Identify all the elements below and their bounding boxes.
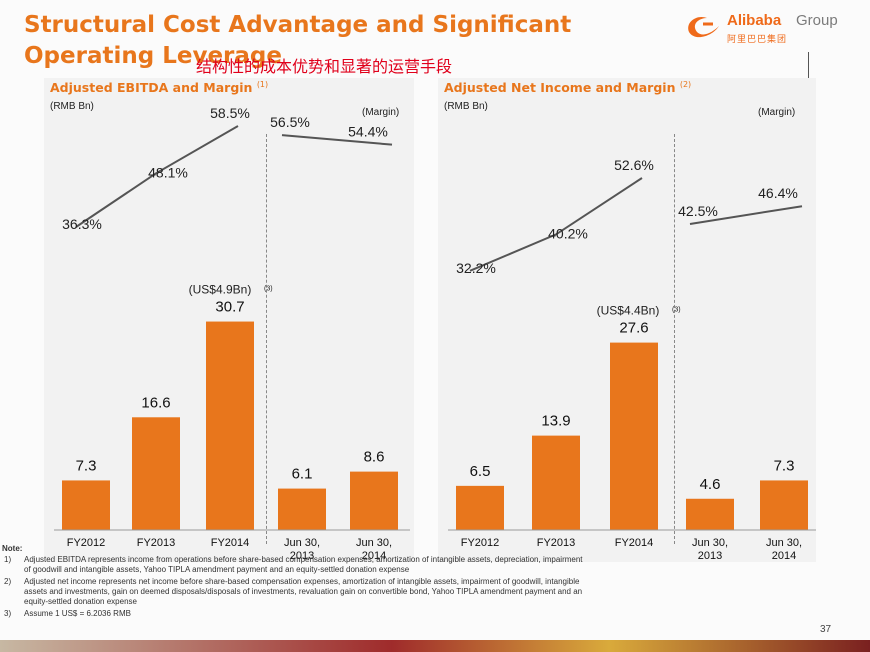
- usd-annotation: (US$4.9Bn): [189, 283, 252, 297]
- note-text: Assume 1 US$ = 6.2036 RMB: [24, 609, 131, 618]
- ebitda-unit-label: (RMB Bn): [50, 101, 94, 112]
- margin-line-quarterly: [281, 134, 393, 146]
- note-text: equity-settled donation expense: [24, 597, 137, 606]
- note-number: 3): [4, 609, 12, 618]
- net-income-period-divider: [674, 134, 675, 544]
- x-tick-label: Jun 30,: [284, 537, 320, 549]
- x-tick-label: FY2012: [461, 537, 500, 549]
- bar: [760, 480, 808, 530]
- x-tick-label: 2013: [290, 550, 314, 562]
- usd-footnote: (3): [264, 286, 273, 293]
- margin-label: 32.2%: [456, 260, 496, 276]
- x-tick-label: FY2013: [537, 537, 576, 549]
- x-tick-label: 2013: [698, 550, 722, 562]
- logo-wordmark: Alibaba: [727, 12, 782, 29]
- margin-label: 42.5%: [678, 203, 718, 219]
- bar-value-label: 7.3: [774, 457, 795, 474]
- margin-label: 48.1%: [148, 164, 188, 180]
- notes-heading: Note:: [2, 544, 23, 553]
- alibaba-logo: Alibaba Group 阿里巴巴集团: [683, 8, 863, 48]
- bar: [686, 498, 734, 530]
- bar: [278, 488, 326, 530]
- x-tick-label: FY2013: [137, 537, 176, 549]
- bar: [132, 417, 180, 530]
- margin-label: 40.2%: [548, 225, 588, 241]
- x-tick-label: FY2014: [211, 537, 250, 549]
- margin-line-annual: [75, 125, 239, 228]
- x-tick-label: Jun 30,: [356, 537, 392, 549]
- logo-chinese-name: 阿里巴巴集团: [727, 35, 788, 45]
- bar-value-label: 4.6: [700, 476, 721, 493]
- bar-value-label: 8.6: [364, 449, 385, 466]
- ebitda-margin-label: (Margin): [362, 107, 400, 118]
- x-tick-label: Jun 30,: [766, 537, 802, 549]
- slide-title: Structural Cost Advantage and Significan…: [24, 12, 572, 69]
- chinese-subtitle: 结构性的成本优势和显著的运营手段: [196, 57, 453, 76]
- x-tick-label: 2014: [362, 550, 386, 562]
- x-tick-label: 2014: [772, 550, 796, 562]
- note-number: 2): [4, 577, 12, 586]
- x-tick-label: FY2012: [67, 537, 106, 549]
- ebitda-panel: Adjusted EBITDA and Margin (1) (RMB Bn) …: [44, 78, 414, 562]
- bar: [456, 485, 504, 530]
- divider-line: [808, 52, 809, 84]
- bar: [62, 480, 110, 530]
- margin-line-annual: [469, 177, 643, 272]
- logo-group-word: Group: [796, 12, 838, 29]
- note-text: Adjusted net income represents net incom…: [24, 577, 580, 586]
- bar-value-label: 6.5: [470, 463, 491, 480]
- bottom-decoration: [0, 640, 870, 652]
- margin-label: 36.3%: [62, 216, 102, 232]
- bar-value-label: 27.6: [619, 320, 648, 337]
- net-income-panel: Adjusted Net Income and Margin (2) (RMB …: [438, 78, 816, 562]
- margin-label: 54.4%: [348, 124, 388, 140]
- x-tick-label: Jun 30,: [692, 537, 728, 549]
- bar: [206, 321, 254, 530]
- note-text: Adjusted EBITDA represents income from o…: [24, 555, 583, 564]
- note-text: of goodwill and intangible assets, Yahoo…: [24, 565, 410, 574]
- bar-value-label: 6.1: [292, 466, 313, 483]
- net-income-chart-title: Adjusted Net Income and Margin (2): [444, 80, 692, 96]
- note-text: assets and investments, gain on deemed d…: [24, 587, 583, 596]
- bar: [532, 435, 580, 530]
- margin-label: 56.5%: [270, 114, 310, 130]
- alibaba-logo-icon: [688, 16, 719, 38]
- usd-footnote: (3): [672, 307, 681, 314]
- bar-value-label: 16.6: [141, 394, 170, 411]
- net-income-margin-label: (Margin): [758, 107, 796, 118]
- margin-line-quarterly: [689, 205, 803, 225]
- ebitda-chart-title: Adjusted EBITDA and Margin (1): [50, 80, 269, 96]
- net-income-unit-label: (RMB Bn): [444, 101, 488, 112]
- margin-label: 46.4%: [758, 185, 798, 201]
- margin-label: 58.5%: [210, 105, 250, 121]
- note-number: 1): [4, 555, 12, 564]
- bar: [350, 471, 398, 530]
- bar-value-label: 7.3: [76, 457, 97, 474]
- bar-value-label: 30.7: [215, 299, 244, 316]
- margin-label: 52.6%: [614, 157, 654, 173]
- usd-annotation: (US$4.4Bn): [597, 304, 660, 318]
- bar-value-label: 13.9: [541, 413, 570, 430]
- x-tick-label: FY2014: [615, 537, 654, 549]
- bar: [610, 342, 658, 530]
- page-number: 37: [820, 624, 832, 635]
- ebitda-period-divider: [266, 134, 267, 544]
